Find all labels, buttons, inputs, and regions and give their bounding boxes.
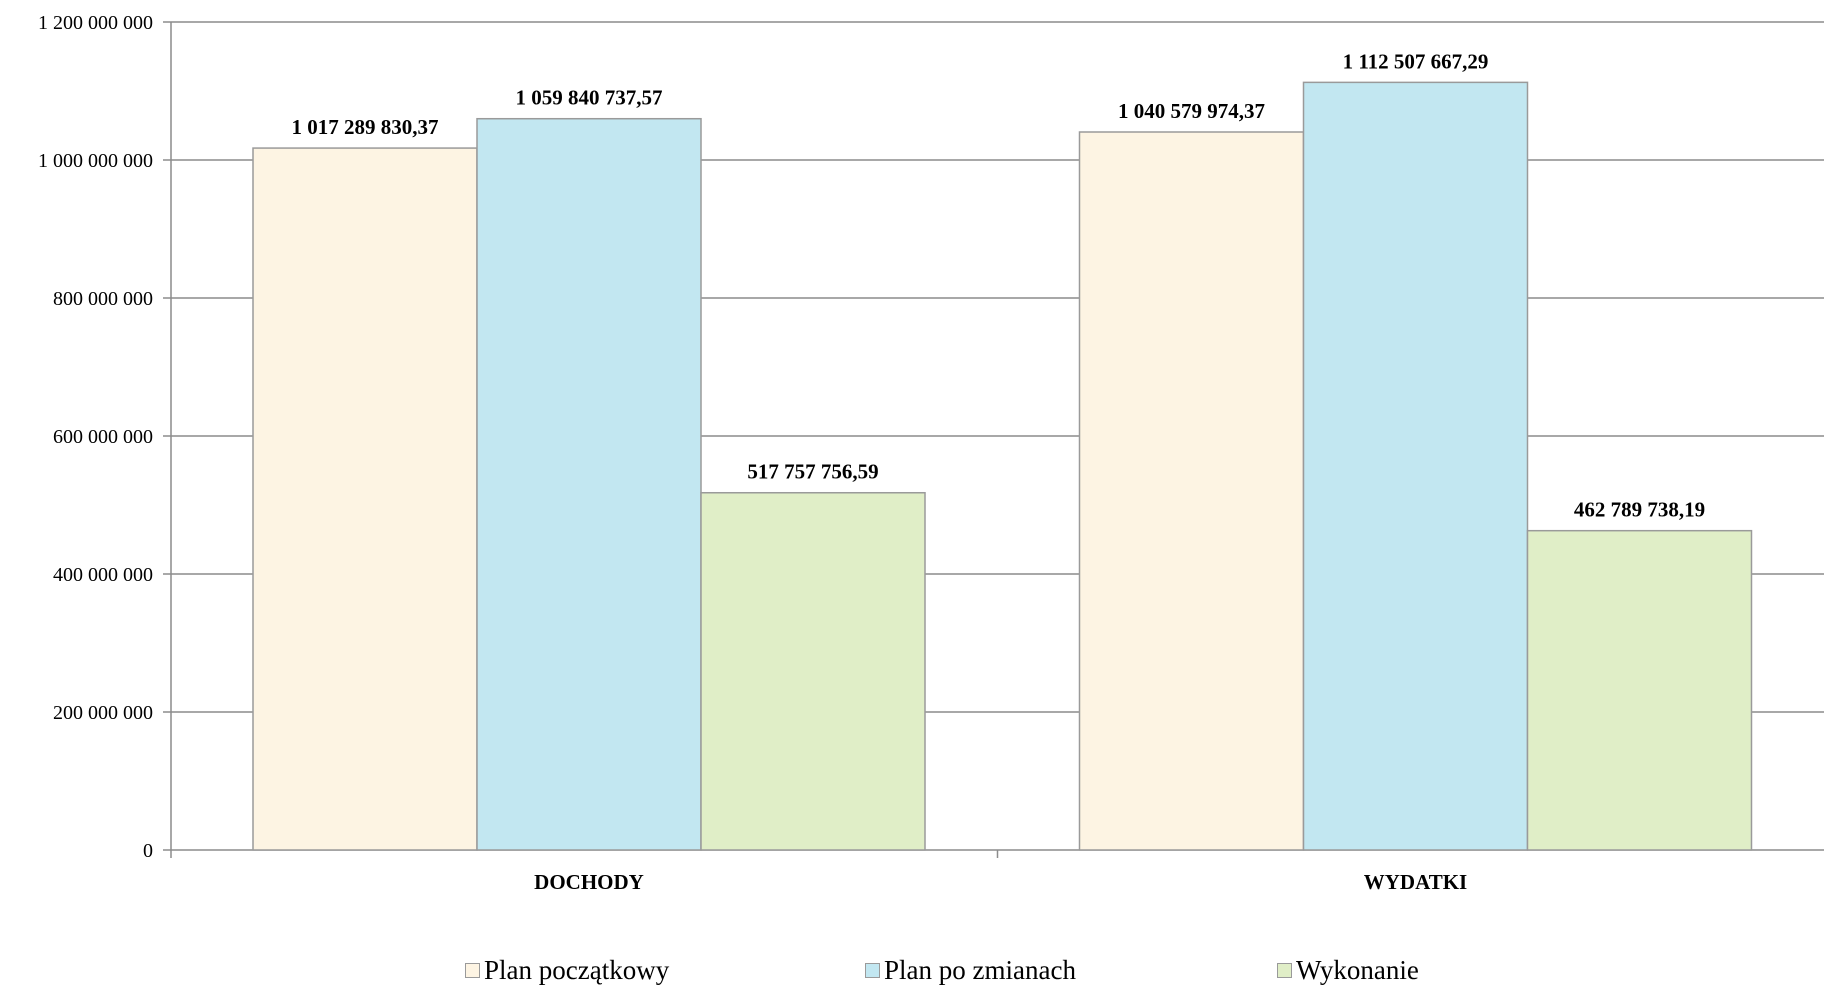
data-labels: 1 017 289 830,37 1 059 840 737,57 517 757 … bbox=[292, 49, 1706, 521]
bar bbox=[700, 491, 926, 851]
y-tick-label: 600 000 000 bbox=[53, 426, 153, 448]
legend-swatch bbox=[1277, 963, 1292, 978]
legend: Plan początkowy Plan po zmianach Wykonan… bbox=[0, 955, 1824, 985]
legend-swatch bbox=[465, 963, 480, 978]
legend-item-plan-po-zmianach: Plan po zmianach bbox=[865, 955, 1076, 986]
data-label: 462 789 738,19 bbox=[1574, 498, 1705, 522]
data-label: 1 017 289 830,37 bbox=[292, 115, 439, 139]
legend-label: Wykonanie bbox=[1296, 955, 1419, 985]
legend-label: Plan po zmianach bbox=[884, 955, 1076, 985]
legend-swatch bbox=[865, 963, 880, 978]
y-tick-label: 1 200 000 000 bbox=[38, 12, 153, 34]
legend-label: Plan początkowy bbox=[484, 955, 670, 985]
bar bbox=[476, 117, 702, 851]
data-label: 517 757 756,59 bbox=[747, 460, 878, 484]
data-label: 1 040 579 974,37 bbox=[1118, 99, 1265, 123]
bar bbox=[1078, 131, 1305, 851]
legend-item-plan-poczatkowy: Plan początkowy bbox=[465, 955, 669, 986]
x-tick-label: DOCHODY bbox=[534, 870, 644, 894]
data-label: 1 059 840 737,57 bbox=[516, 86, 663, 110]
bars bbox=[252, 81, 1753, 851]
y-tick-label: 800 000 000 bbox=[53, 288, 153, 310]
y-tick-label: 400 000 000 bbox=[53, 564, 153, 586]
data-label: 1 112 507 667,29 bbox=[1343, 49, 1489, 73]
bar bbox=[1526, 529, 1753, 851]
legend-item-wykonanie: Wykonanie bbox=[1277, 955, 1419, 986]
x-tick-label: WYDATKI bbox=[1364, 870, 1467, 894]
bar bbox=[252, 147, 478, 851]
y-tick-label: 200 000 000 bbox=[53, 702, 153, 724]
bar-chart: 0 200 000 000 400 000 000 600 000 000 800 00… bbox=[38, 12, 1824, 894]
bar bbox=[1302, 81, 1529, 851]
y-tick-label: 0 bbox=[143, 840, 153, 862]
y-tick-label: 1 000 000 000 bbox=[38, 150, 153, 172]
